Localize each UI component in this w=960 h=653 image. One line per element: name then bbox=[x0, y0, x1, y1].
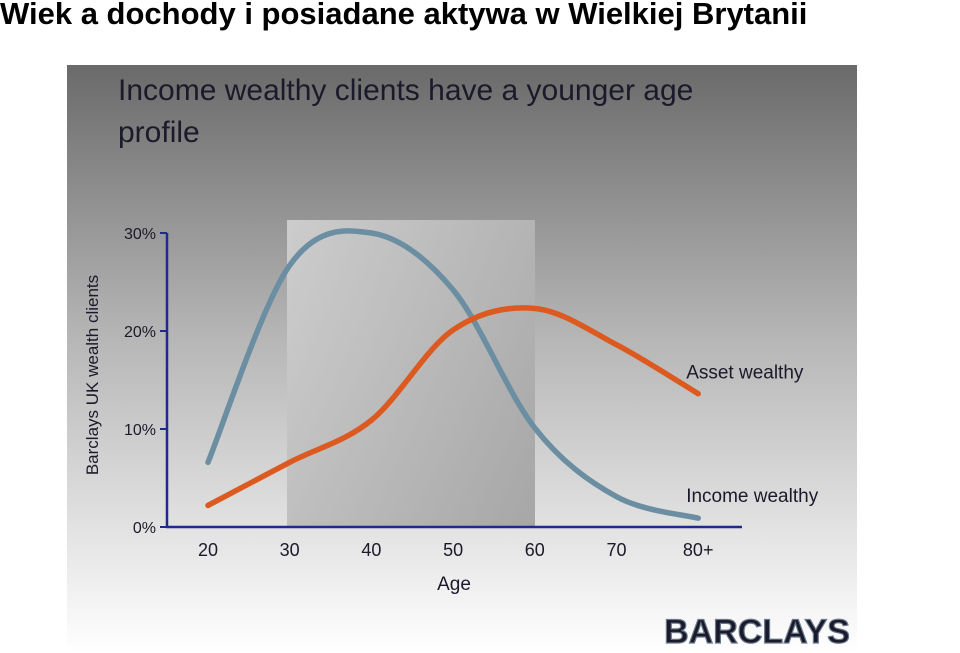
chart-title: Income wealthy clients have a younger ag… bbox=[118, 74, 693, 149]
x-tick-label: 30 bbox=[280, 540, 300, 560]
y-tick-label: 20% bbox=[124, 324, 156, 341]
x-axis-label: Age bbox=[437, 574, 471, 595]
x-tick-label: 40 bbox=[361, 540, 381, 560]
line bbox=[205, 228, 701, 521]
y-tick-label: 0% bbox=[133, 520, 156, 537]
series-label: Income wealthy bbox=[686, 486, 819, 507]
x-tick-label: 20 bbox=[198, 540, 218, 560]
line bbox=[205, 305, 701, 509]
page-title: Wiek a dochody i posiadane aktywa w Wiel… bbox=[0, 0, 808, 31]
series-label: Asset wealthy bbox=[686, 363, 804, 384]
x-tick-label: 60 bbox=[525, 540, 545, 560]
y-axis-label: Barclays UK wealth clients bbox=[83, 275, 102, 475]
y-tick-label: 10% bbox=[124, 422, 156, 439]
x-tick-label: 80+ bbox=[683, 540, 714, 560]
y-tick-label: 30% bbox=[124, 226, 156, 243]
x-tick-label: 50 bbox=[443, 540, 463, 560]
x-tick-label: 70 bbox=[606, 540, 626, 560]
logo: BARCLAYS bbox=[664, 613, 850, 651]
